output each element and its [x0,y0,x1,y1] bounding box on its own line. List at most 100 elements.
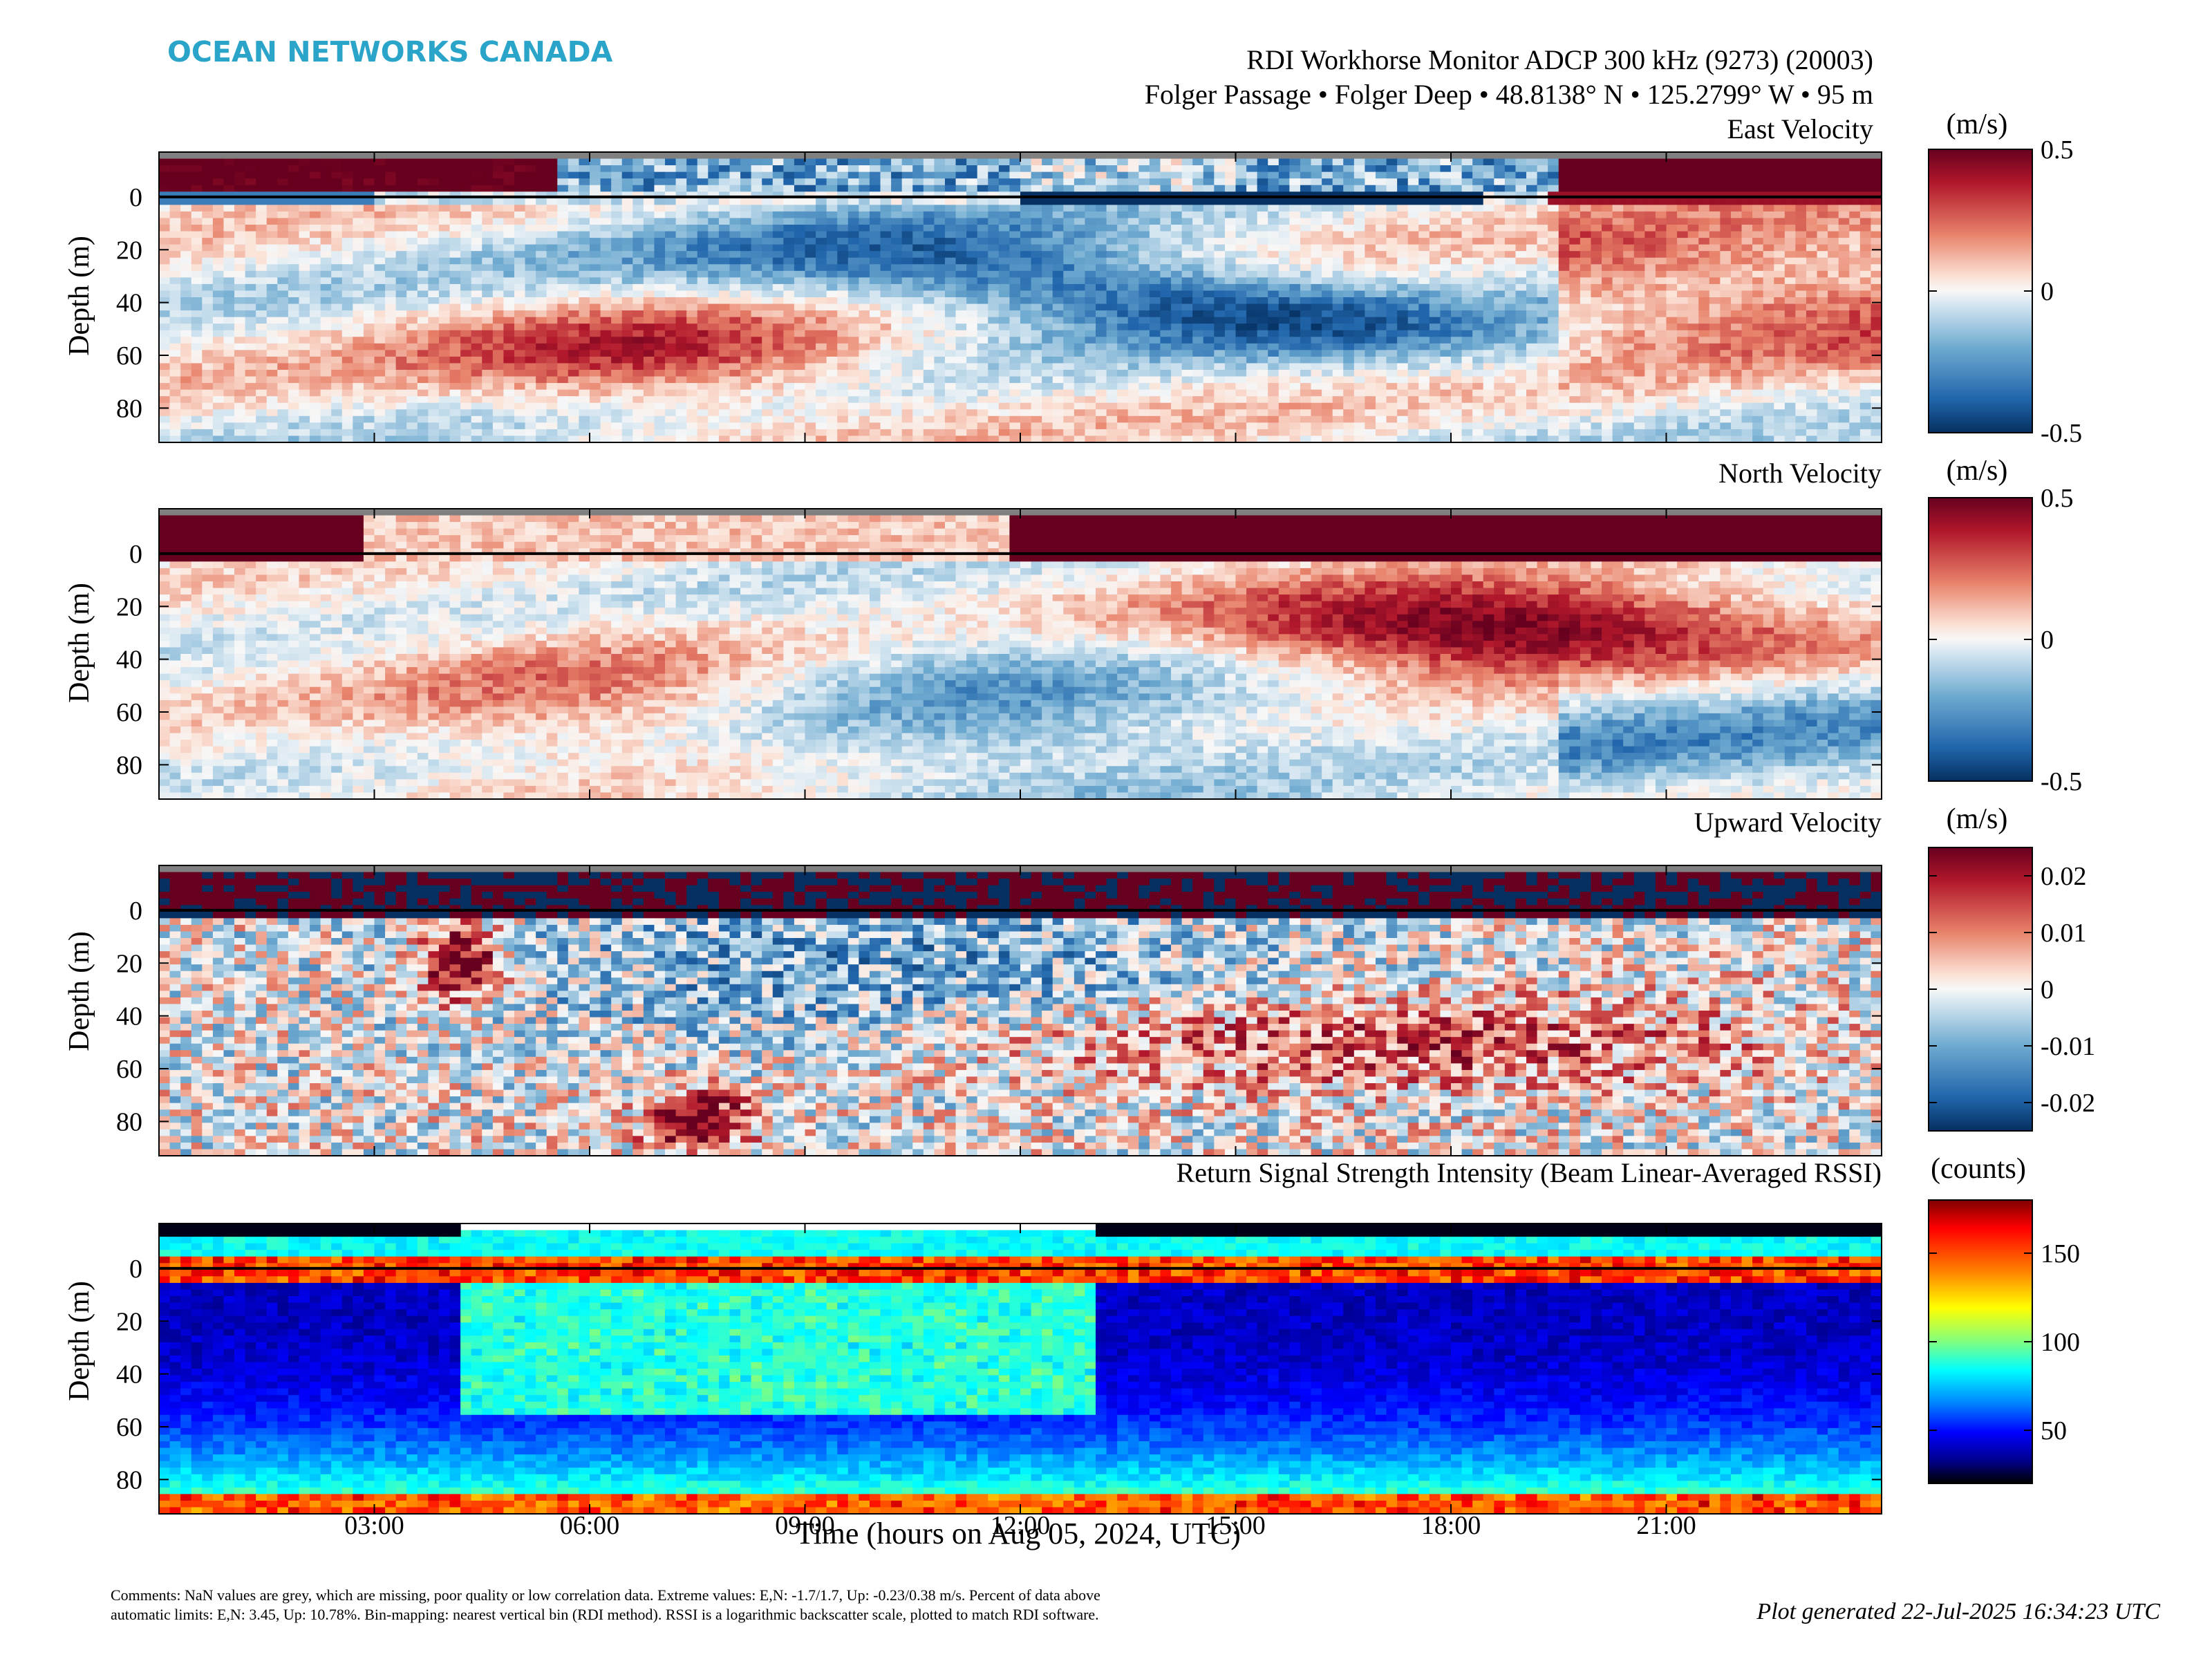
heatmap-cell [945,290,956,297]
heatmap-cell [159,159,170,166]
heatmap-cell [697,284,709,291]
heatmap-cell [912,330,924,337]
heatmap-cell [1053,165,1064,172]
heatmap-cell [665,218,676,225]
heatmap-cell [159,271,170,278]
heatmap-cell [256,185,267,192]
heatmap-cell [1107,344,1118,350]
heatmap-cell [1289,245,1300,252]
heatmap-cell [1817,251,1828,258]
heatmap-cell [385,258,396,265]
heatmap-cell [881,218,892,225]
heatmap-cell [180,337,191,344]
heatmap-cell [1236,344,1247,350]
heatmap-cell [1408,310,1419,317]
heatmap-cell [191,152,203,159]
heatmap-cell [1214,277,1225,284]
heatmap-cell [385,297,396,304]
heatmap-cell [1257,258,1268,265]
heatmap-cell [794,165,805,172]
heatmap-cell [1483,205,1494,212]
heatmap-cell [977,245,988,252]
heatmap-cell [1785,330,1796,337]
heatmap-cell [299,297,310,304]
heatmap-cell [428,218,439,225]
heatmap-cell [1785,185,1796,192]
heatmap-cell [751,178,762,185]
heatmap-cell [708,337,719,344]
heatmap-cell [1656,284,1667,291]
heatmap-cell [331,232,342,238]
heatmap-cell [1806,310,1817,317]
heatmap-cell [1074,232,1085,238]
heatmap-cell [1451,251,1462,258]
heatmap-cell [773,218,784,225]
heatmap-cell [945,225,956,232]
heatmap-cell [1731,317,1742,324]
heatmap-cell [428,330,439,337]
heatmap-cell [1613,330,1624,337]
heatmap-cell [966,264,977,271]
heatmap-cell [579,310,590,317]
heatmap-cell [1774,185,1785,192]
heatmap-cell [234,178,245,185]
heatmap-cell [1537,271,1548,278]
heatmap-cell [1418,350,1430,357]
heatmap-cell [1192,165,1203,172]
heatmap-cell [1376,304,1387,311]
heatmap-cell [1817,284,1828,291]
heatmap-cell [1817,271,1828,278]
heatmap-cell [1806,165,1817,172]
heatmap-cell [375,310,386,317]
heatmap-cell [1613,264,1624,271]
heatmap-cell [1430,330,1441,337]
heatmap-cell [1300,277,1311,284]
heatmap-cell [1031,232,1042,238]
heatmap-cell [783,297,794,304]
heatmap-cell [514,310,525,317]
heatmap-cell [1042,344,1053,350]
heatmap-cell [364,337,375,344]
heatmap-cell [945,350,956,357]
heatmap-cell [170,212,181,218]
heatmap-cell [514,344,525,350]
heatmap-cell [1828,245,1839,252]
heatmap-cell [590,218,601,225]
heatmap-cell [1667,251,1678,258]
heatmap-cell [1365,324,1376,330]
heatmap-cell [1225,165,1236,172]
heatmap-cell [1483,344,1494,350]
heatmap-cell [1817,185,1828,192]
heatmap-cell [1526,317,1537,324]
heatmap-cell [1548,310,1559,317]
heatmap-cell [1063,225,1074,232]
heatmap-cell [762,344,773,350]
heatmap-cell [881,264,892,271]
heatmap-cell [1020,152,1031,159]
heatmap-cell [1279,178,1290,185]
heatmap-cell [471,357,482,364]
heatmap-cell [1451,178,1462,185]
heatmap-cell [740,310,751,317]
heatmap-cell [1096,232,1107,238]
heatmap-cell [1009,245,1020,252]
heatmap-cell [1128,350,1139,357]
heatmap-cell [1387,172,1398,179]
heatmap-cell [1591,271,1602,278]
heatmap-cell [1451,218,1462,225]
heatmap-cell [406,304,418,311]
heatmap-cell [1257,185,1268,192]
heatmap-cell [590,152,601,159]
heatmap-cell [331,290,342,297]
heatmap-cell [1698,178,1709,185]
heatmap-cell [945,310,956,317]
heatmap-cell [1236,297,1247,304]
heatmap-cell [1731,238,1742,245]
heatmap-cell [751,290,762,297]
heatmap-cell [234,218,245,225]
heatmap-cell [385,178,396,185]
heatmap-cell [740,152,751,159]
heatmap-cell [1376,218,1387,225]
heatmap-cell [945,238,956,245]
heatmap-cell [870,264,881,271]
